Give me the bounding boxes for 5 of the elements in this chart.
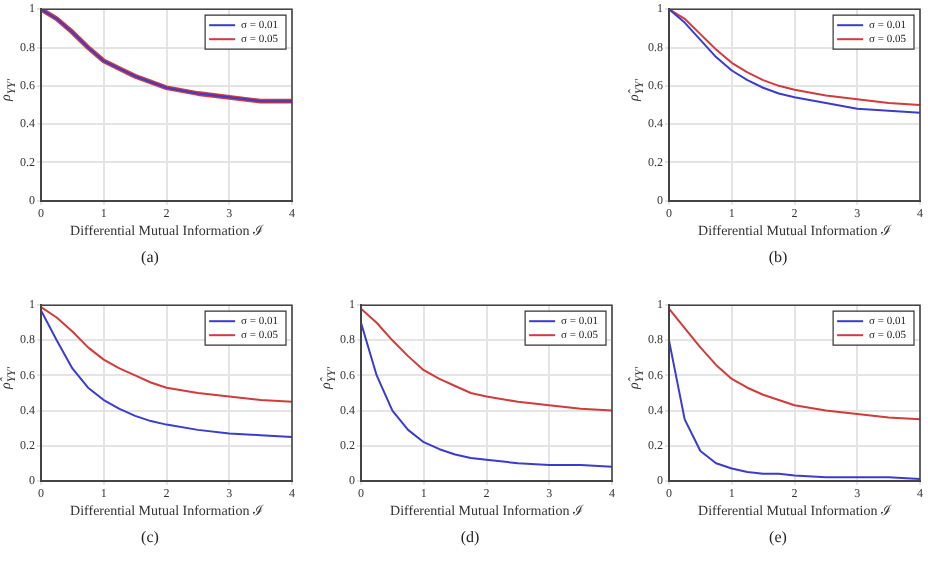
text: (a) <box>139 248 161 266</box>
text: (d) <box>458 528 482 546</box>
text: (b) <box>766 248 790 266</box>
text: (e) <box>767 528 789 546</box>
text: (c) <box>139 528 161 546</box>
